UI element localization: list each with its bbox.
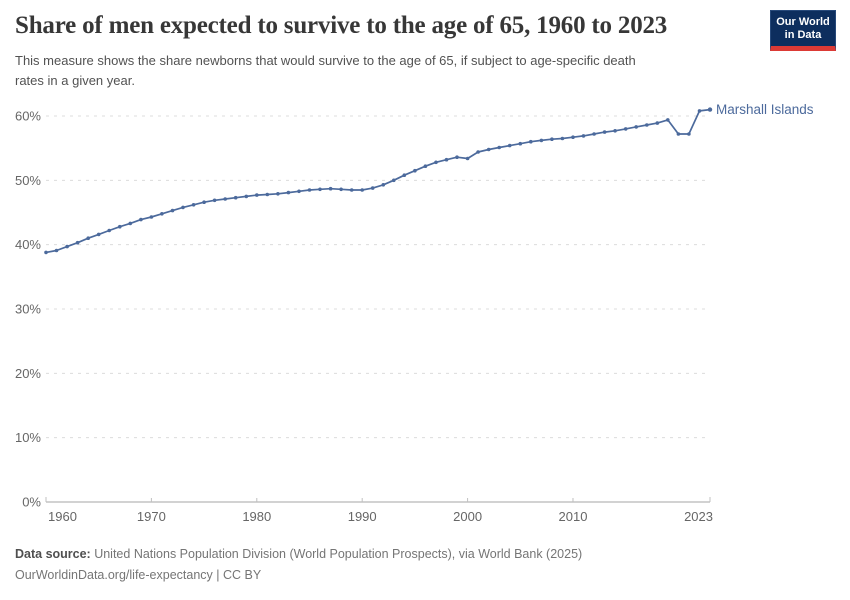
data-point (54, 248, 59, 253)
data-point (571, 135, 575, 139)
x-axis-tick-label: 2010 (559, 509, 588, 524)
y-axis-tick-label: 50% (15, 173, 41, 188)
data-point (623, 127, 628, 131)
page-title: Share of men expected to survive to the … (15, 12, 668, 39)
data-point (581, 134, 586, 138)
data-point (128, 221, 133, 226)
data-point (655, 121, 660, 125)
y-axis-tick-label: 0% (22, 495, 41, 510)
data-point (233, 195, 238, 200)
data-point (181, 205, 185, 210)
chart-footer: Data source: United Nations Population D… (15, 544, 582, 586)
data-point (687, 132, 691, 136)
x-axis-tick-label: 1970 (137, 509, 166, 524)
data-point (592, 132, 596, 136)
data-point (486, 147, 491, 152)
data-point (286, 190, 291, 195)
data-source-text: United Nations Population Division (Worl… (90, 547, 583, 561)
data-point (645, 123, 649, 127)
data-point (212, 198, 217, 203)
data-point (507, 143, 512, 148)
data-point (434, 160, 438, 165)
series-line (45, 108, 711, 254)
data-point (149, 215, 154, 219)
subtitle-line-1: This measure shows the share newborns th… (15, 53, 636, 68)
data-point (223, 197, 227, 201)
data-point (44, 250, 48, 255)
data-point (518, 141, 523, 146)
data-source-label: Data source: (15, 547, 91, 561)
data-point (676, 132, 681, 136)
owid-logo[interactable]: Our World in Data (770, 10, 836, 51)
data-point (402, 173, 407, 177)
y-axis-tick-label: 60% (15, 109, 41, 124)
data-point (107, 228, 111, 233)
data-point (297, 189, 301, 194)
data-point (413, 168, 417, 173)
data-point (392, 178, 396, 183)
data-point (455, 155, 459, 159)
data-point (86, 236, 90, 240)
data-point (539, 138, 544, 143)
chart-subtitle: This measure shows the share newborns th… (15, 51, 745, 91)
data-point (96, 232, 101, 237)
data-point (444, 157, 449, 162)
data-point (339, 187, 343, 192)
data-point (707, 107, 713, 112)
data-point (65, 244, 69, 249)
data-point (265, 192, 270, 197)
y-axis-tick-label: 40% (15, 237, 41, 252)
x-axis-tick-label: 1960 (48, 509, 77, 524)
x-axis-tick-label: 1980 (242, 509, 271, 524)
x-axis-tick-label: 2023 (684, 509, 713, 524)
data-point (560, 136, 565, 141)
data-point (476, 150, 480, 154)
data-point (370, 186, 375, 190)
owid-logo-text-line1: Our World (776, 16, 830, 28)
entity-label[interactable]: Marshall Islands (716, 102, 814, 117)
data-point (360, 188, 365, 192)
data-point (550, 137, 554, 141)
data-point (254, 193, 259, 197)
data-point (666, 118, 670, 122)
data-source-line: Data source: United Nations Population D… (15, 544, 582, 565)
data-point (529, 139, 533, 144)
data-point (202, 200, 206, 204)
data-point (160, 212, 164, 216)
data-point (191, 203, 196, 207)
y-axis-tick-label: 30% (15, 302, 41, 317)
data-point (328, 186, 333, 191)
data-point (276, 192, 280, 196)
data-point (497, 145, 502, 150)
data-point (423, 164, 428, 168)
data-point (697, 109, 702, 113)
data-point (75, 240, 80, 245)
x-axis-tick-label: 1990 (348, 509, 377, 524)
subtitle-line-2: rates in a given year. (15, 73, 135, 88)
data-point (307, 188, 312, 192)
data-point (118, 224, 122, 229)
x-axis-tick-label: 2000 (453, 509, 482, 524)
owid-logo-text-line2: in Data (784, 29, 822, 41)
data-point (465, 156, 470, 161)
data-point (170, 208, 175, 213)
data-point (139, 217, 143, 222)
license-line: OurWorldinData.org/life-expectancy | CC … (15, 568, 262, 582)
data-point (634, 125, 638, 129)
data-point (613, 129, 617, 133)
data-point (349, 188, 354, 192)
data-point (602, 130, 607, 134)
y-axis-tick-label: 10% (15, 430, 41, 445)
data-point (244, 194, 249, 199)
data-point (318, 187, 322, 192)
y-axis-tick-label: 20% (15, 366, 41, 381)
data-point (381, 183, 386, 187)
